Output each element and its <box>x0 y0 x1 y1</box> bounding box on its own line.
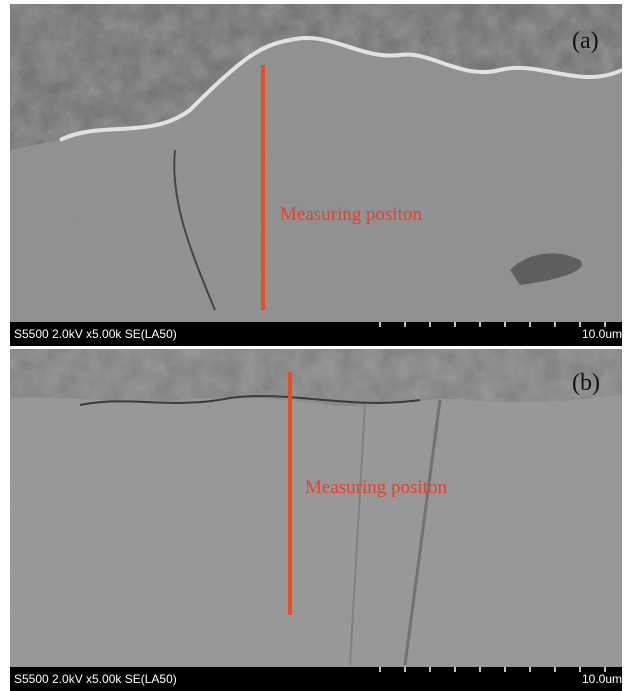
annotation: Measuring positon <box>305 477 447 498</box>
panel-a: Measuring positon (a) S5500 2.0kV x5.00k… <box>10 4 622 346</box>
panel-b: Measuring positon (b) S5500 2.0kV x5.00k… <box>10 349 622 691</box>
info-text: S5500 2.0kV x5.00k SE(LA50) <box>14 672 177 686</box>
panel-label: (b) <box>572 370 600 396</box>
annotation: Measuring positon <box>280 204 422 225</box>
panel-label: (a) <box>572 28 599 54</box>
figure: Measuring positon (a) S5500 2.0kV x5.00k… <box>0 0 626 691</box>
grain <box>10 349 622 667</box>
scale-text: 10.0um <box>582 327 622 341</box>
info-text: S5500 2.0kV x5.00k SE(LA50) <box>14 327 177 341</box>
page: Measuring positon (a) S5500 2.0kV x5.00k… <box>0 0 626 691</box>
scale-text: 10.0um <box>582 672 622 686</box>
grain <box>10 4 622 322</box>
